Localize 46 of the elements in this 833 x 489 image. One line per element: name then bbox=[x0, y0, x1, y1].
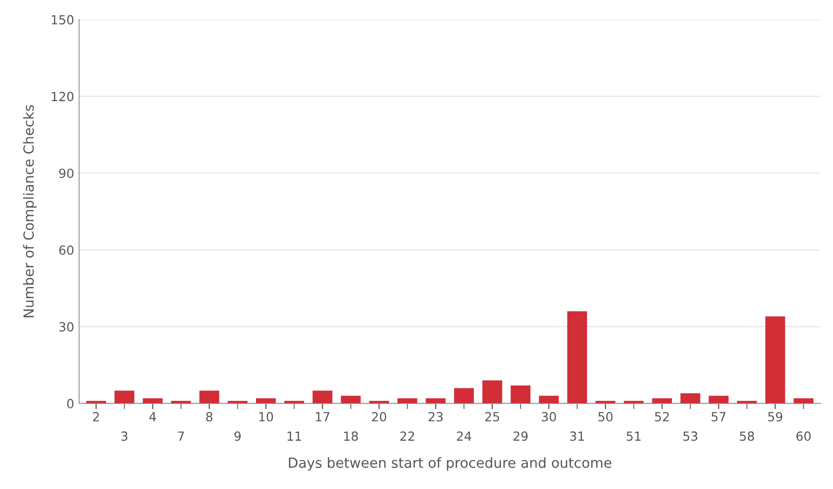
x-tick-label: 22 bbox=[400, 431, 414, 441]
x-axis-title: Days between start of procedure and outcome bbox=[288, 457, 612, 471]
bar bbox=[312, 390, 332, 404]
x-tick-label: 2 bbox=[93, 412, 99, 422]
x-tick-label: 31 bbox=[570, 431, 584, 441]
x-tick-label: 57 bbox=[712, 412, 726, 422]
x-tick-label: 29 bbox=[514, 431, 528, 441]
bar bbox=[538, 396, 559, 404]
x-tick-label: 23 bbox=[428, 412, 443, 422]
x-tick-label: 51 bbox=[626, 432, 641, 441]
x-tick-label: 60 bbox=[796, 431, 811, 441]
x-tick-label: 18 bbox=[344, 431, 358, 441]
bar bbox=[114, 390, 134, 404]
x-tick-label: 9 bbox=[234, 431, 241, 441]
y-tick-label: 60 bbox=[59, 245, 74, 255]
bar bbox=[454, 388, 474, 404]
y-tick-label: 90 bbox=[59, 168, 74, 178]
x-tick-label: 8 bbox=[206, 412, 212, 422]
x-tick-label: 58 bbox=[740, 431, 754, 441]
bar bbox=[765, 316, 786, 404]
x-tick-label: 11 bbox=[288, 432, 301, 441]
bar bbox=[567, 311, 588, 404]
x-tick-label: 50 bbox=[598, 412, 613, 422]
x-tick-label: 30 bbox=[542, 412, 556, 422]
y-tick-label: 150 bbox=[52, 15, 74, 24]
x-tick-label: 53 bbox=[683, 431, 698, 441]
y-tick-label: 0 bbox=[67, 398, 74, 408]
x-tick-label: 24 bbox=[456, 431, 472, 441]
bar bbox=[708, 396, 729, 404]
x-tick-label: 52 bbox=[655, 412, 669, 422]
y-axis-title: Number of Compliance Checks bbox=[23, 105, 37, 318]
bar bbox=[482, 380, 502, 404]
x-tick-label: 10 bbox=[259, 412, 274, 422]
x-tick-label: 17 bbox=[316, 412, 330, 422]
x-tick-label: 59 bbox=[768, 412, 782, 422]
bar bbox=[199, 390, 220, 404]
y-tick-label: 120 bbox=[52, 92, 74, 102]
bar bbox=[510, 386, 530, 404]
x-tick-label: 25 bbox=[485, 412, 500, 422]
x-tick-label: 7 bbox=[178, 432, 184, 441]
x-tick-label: 4 bbox=[149, 412, 156, 422]
x-tick-label: 3 bbox=[121, 431, 128, 441]
x-tick-label: 20 bbox=[372, 412, 386, 422]
bar bbox=[680, 393, 700, 404]
y-tick-label: 30 bbox=[59, 322, 74, 332]
bar bbox=[340, 396, 361, 404]
